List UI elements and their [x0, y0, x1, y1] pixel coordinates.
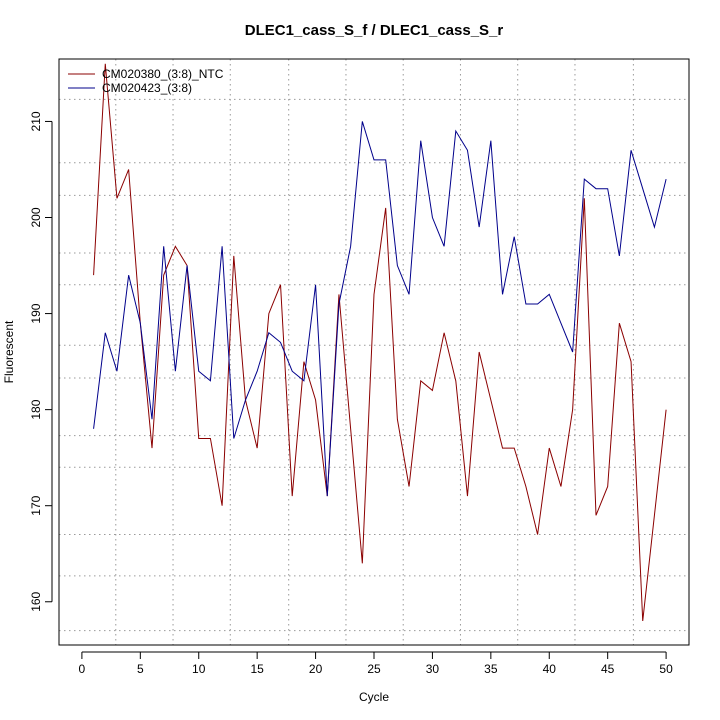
x-tick-label: 30 [426, 662, 440, 676]
x-tick-label: 15 [250, 662, 264, 676]
x-tick-label: 10 [192, 662, 206, 676]
x-tick-label: 40 [543, 662, 557, 676]
x-tick-label: 25 [367, 662, 381, 676]
y-axis: 160 170 180 190 200 210 [29, 111, 53, 612]
series-line-2 [93, 121, 667, 497]
x-tick-label: 20 [309, 662, 323, 676]
plot-frame [58, 58, 690, 646]
legend-label-2: CM020423_(3:8) [102, 81, 192, 95]
legend-label-1: CM020380_(3:8)_NTC [102, 67, 224, 81]
series-line-1 [93, 63, 667, 622]
x-axis-label: Cycle [359, 690, 389, 704]
x-tick-label: 35 [484, 662, 498, 676]
series-lines [93, 63, 667, 622]
y-tick-label: 170 [29, 495, 43, 515]
x-tick-label: 45 [601, 662, 615, 676]
y-tick-label: 190 [29, 303, 43, 323]
x-tick-label: 0 [79, 662, 86, 676]
y-tick-label: 210 [29, 111, 43, 131]
x-tick-label: 50 [659, 662, 673, 676]
y-tick-label: 200 [29, 207, 43, 227]
y-axis-label: Fluorescent [2, 320, 16, 383]
x-axis: 0 5 10 15 20 25 30 35 40 45 50 [79, 651, 673, 676]
chart-title: DLEC1_cass_S_f / DLEC1_cass_S_r [245, 22, 504, 39]
y-tick-label: 180 [29, 399, 43, 419]
grid-lines [59, 59, 689, 645]
y-tick-label: 160 [29, 591, 43, 611]
x-tick-label: 5 [137, 662, 144, 676]
